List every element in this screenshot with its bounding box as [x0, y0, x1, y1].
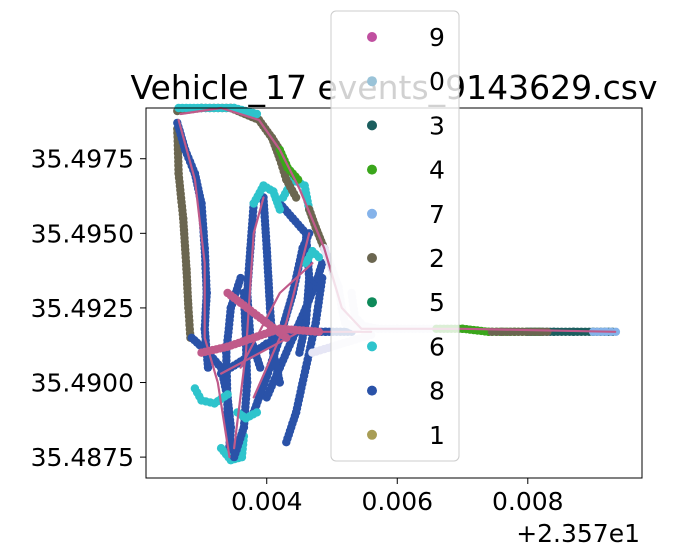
- scatter-point: [236, 273, 245, 283]
- scatter-point: [291, 193, 301, 202]
- legend-marker: [367, 297, 377, 308]
- legend: 9 0 3 4 7 2 5 6 8 1: [330, 10, 460, 462]
- legend-marker: [367, 32, 377, 42]
- legend-marker: [367, 341, 377, 352]
- scatter-point: [252, 408, 262, 417]
- legend-marker: [367, 164, 377, 175]
- legend-marker: [367, 208, 377, 219]
- y-tick-label: 35.4975: [31, 145, 134, 174]
- legend-box: [330, 10, 460, 462]
- scatter-point: [314, 253, 324, 262]
- scatter-point: [256, 363, 265, 372]
- scatter-point: [203, 363, 213, 372]
- legend-label: 2: [429, 244, 445, 273]
- y-tick-label: 35.4875: [31, 443, 134, 472]
- x-tick-label: 0.004: [231, 487, 303, 516]
- route-line: [239, 262, 314, 369]
- x-axis: 0.004 0.006 0.008: [231, 478, 564, 516]
- route-lines-layer: [177, 106, 617, 459]
- legend-label: 3: [429, 111, 445, 140]
- scatter-point: [295, 348, 304, 357]
- legend-marker: [367, 385, 377, 396]
- legend-label: 5: [429, 288, 445, 317]
- legend-marker: [367, 120, 377, 131]
- route-line: [177, 118, 231, 459]
- legend-label: 8: [429, 377, 445, 406]
- route-line: [252, 232, 311, 399]
- scatter-point: [275, 205, 284, 214]
- legend-marker: [367, 253, 377, 263]
- legend-label: 6: [429, 332, 445, 361]
- y-axis: 35.4875 35.4900 35.4925 35.4950 35.4975: [31, 145, 146, 472]
- scatter-point: [543, 327, 552, 336]
- scatter-point: [318, 273, 327, 283]
- scatter-point: [275, 378, 284, 387]
- legend-label: 7: [429, 200, 445, 229]
- y-tick-label: 35.4950: [31, 219, 134, 248]
- x-tick-label: 0.008: [492, 487, 564, 516]
- legend-label: 9: [429, 23, 445, 52]
- legend-marker: [367, 76, 377, 87]
- legend-label: 1: [429, 421, 445, 450]
- y-tick-label: 35.4900: [31, 369, 134, 398]
- route-line: [233, 196, 265, 450]
- x-axis-offset-label: +2.357e1: [516, 519, 640, 548]
- y-tick-label: 35.4925: [31, 294, 134, 323]
- scatter-point: [223, 390, 232, 399]
- scatter-point: [252, 109, 262, 119]
- legend-label: 4: [429, 156, 445, 185]
- legend-label: 0: [429, 67, 445, 96]
- legend-marker: [367, 429, 377, 440]
- x-tick-label: 0.006: [361, 487, 433, 516]
